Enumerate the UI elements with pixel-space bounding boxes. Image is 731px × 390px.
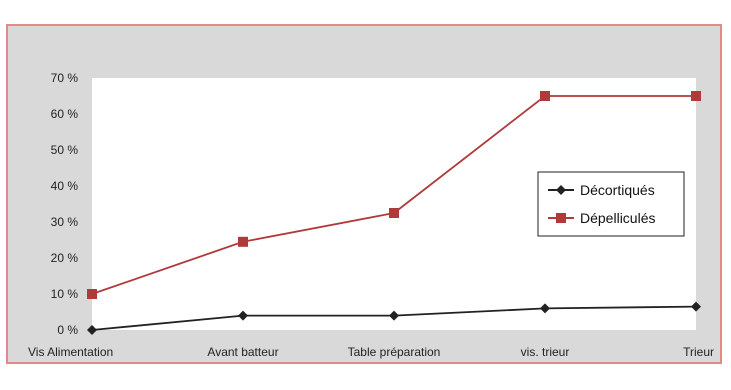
data-point-marker: [87, 325, 97, 335]
data-point-marker: [540, 91, 550, 101]
x-tick-label: vis. trieur: [521, 345, 570, 359]
data-point-marker: [238, 310, 248, 321]
legend: Décortiqués Dépelliculés: [537, 171, 685, 237]
y-tick-label: 60 %: [51, 107, 79, 121]
x-tick-label: Vis Alimentation: [28, 345, 113, 359]
data-point-marker: [87, 289, 97, 299]
y-tick-label: 30 %: [51, 215, 79, 229]
legend-box: [537, 171, 685, 237]
legend-label: Dépelliculés: [580, 210, 655, 226]
data-point-marker: [389, 208, 399, 218]
y-tick-label: 50 %: [51, 143, 79, 157]
y-tick-label: 10 %: [51, 287, 79, 301]
legend-label: Décortiqués: [580, 182, 655, 198]
legend-marker: [556, 185, 566, 195]
x-tick-label: Avant batteur: [207, 345, 278, 359]
data-point-marker: [691, 301, 701, 312]
data-point-marker: [691, 91, 701, 101]
chart-frame: 0 % 10 % 20 % 30 % 40 % 50 % 60 % 70 % Vis Alim…: [6, 24, 722, 364]
x-tick-label: Trieur: [683, 345, 714, 359]
data-point-marker: [238, 236, 248, 247]
data-point-marker: [540, 303, 550, 314]
y-tick-label: 40 %: [51, 179, 79, 193]
legend-marker: [556, 213, 566, 223]
y-tick-label: 70 %: [51, 71, 79, 85]
x-tick-label: Table préparation: [348, 345, 441, 359]
line-chart: 0 % 10 % 20 % 30 % 40 % 50 % 60 % 70 % Vis Alim…: [28, 71, 714, 359]
data-point-marker: [389, 310, 399, 321]
y-tick-label: 0 %: [57, 323, 78, 337]
y-tick-label: 20 %: [51, 251, 79, 265]
